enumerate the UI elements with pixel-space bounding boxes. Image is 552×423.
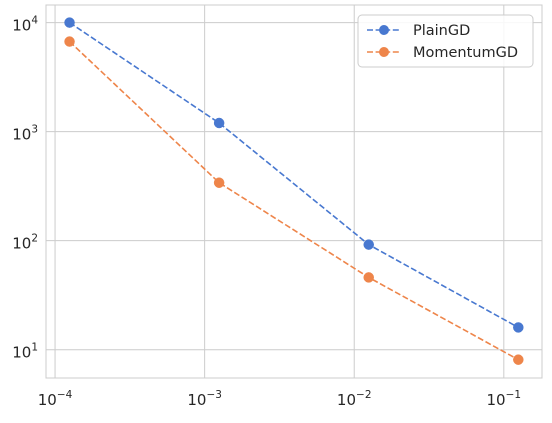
series-momentumgd bbox=[64, 36, 524, 365]
legend-item-momentumgd: MomentumGD bbox=[367, 45, 518, 61]
legend-marker-momentumgd bbox=[379, 47, 389, 57]
legend: PlainGD MomentumGD bbox=[357, 14, 534, 68]
data-point-plaingd bbox=[363, 239, 374, 250]
series-line-plaingd bbox=[69, 21, 519, 329]
y-tick-label: 101 bbox=[12, 342, 38, 362]
x-tick-label: 10−1 bbox=[487, 389, 522, 409]
data-point-momentumgd bbox=[363, 272, 374, 283]
legend-label-momentumgd: MomentumGD bbox=[413, 45, 518, 61]
y-tick-label: 103 bbox=[12, 124, 38, 144]
x-tick-label: 10−3 bbox=[187, 389, 222, 409]
data-point-momentumgd bbox=[213, 177, 225, 188]
data-point-plaingd bbox=[513, 322, 524, 333]
series-line-momentumgd bbox=[68, 40, 519, 361]
y-tick-label: 102 bbox=[12, 233, 38, 253]
data-point-plaingd bbox=[213, 117, 225, 129]
legend-box bbox=[357, 14, 534, 68]
plot-frame bbox=[45, 4, 543, 379]
y-axis-ticks: 101 102 103 104 bbox=[12, 15, 38, 362]
series-plaingd bbox=[64, 17, 524, 333]
x-tick-label: 10−2 bbox=[337, 389, 372, 409]
data-point-momentumgd bbox=[64, 36, 75, 47]
legend-marker-plaingd bbox=[379, 25, 389, 35]
legend-label-plaingd: PlainGD bbox=[413, 23, 470, 39]
x-tick-label: 10−4 bbox=[38, 389, 73, 409]
data-point-plaingd bbox=[64, 17, 75, 28]
y-tick-label: 104 bbox=[12, 15, 38, 35]
x-axis-ticks: 10−4 10−3 10−2 10−1 bbox=[38, 389, 521, 409]
legend-item-plaingd: PlainGD bbox=[367, 23, 470, 39]
series-layer bbox=[64, 17, 524, 365]
data-point-momentumgd bbox=[513, 354, 524, 365]
